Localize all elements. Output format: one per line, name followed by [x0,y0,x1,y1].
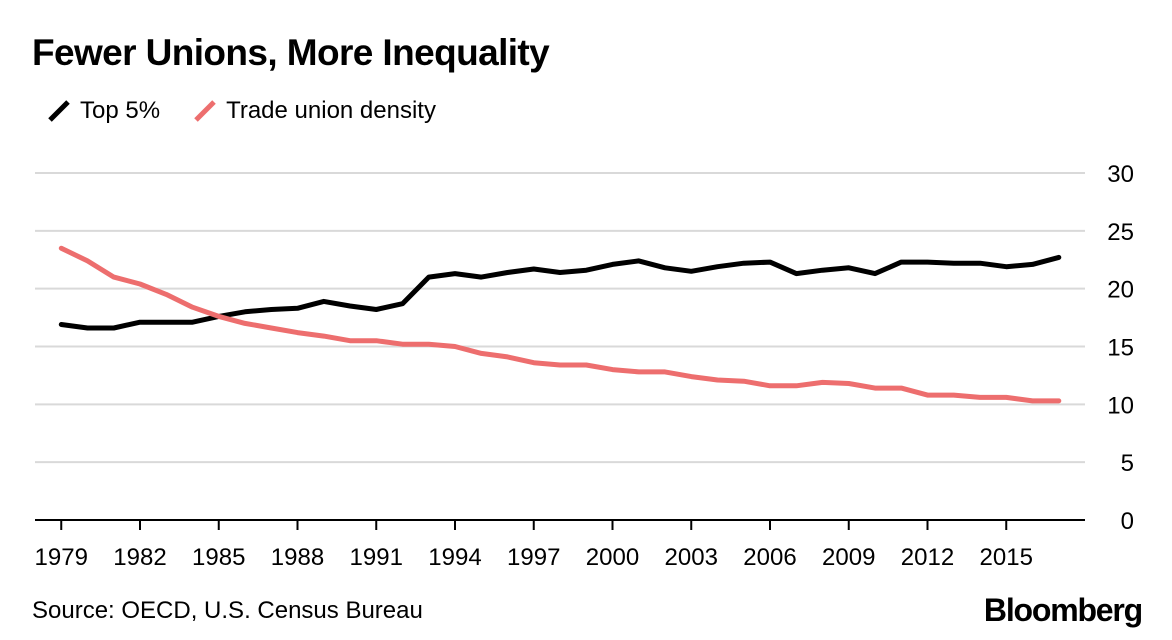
x-tick-label-1979: 1979 [35,544,88,571]
x-tick-label-2000: 2000 [586,544,639,571]
x-tick-label-2009: 2009 [822,544,875,571]
y-tick-label-10: 10 [1107,392,1134,419]
series-line-union-density [58,245,1062,404]
gridlines [35,172,1085,464]
legend-swatch-top5 [48,100,70,122]
x-tick-label-2006: 2006 [743,544,796,571]
chart-title: Fewer Unions, More Inequality [32,32,550,73]
series-lines [58,245,1062,404]
x-tick-label-1997: 1997 [507,544,560,571]
y-tick-label-0: 0 [1121,508,1134,535]
legend-item-union-density: Trade union density [194,97,436,125]
legend-label-union-density: Trade union density [226,97,436,124]
legend-swatch-union-density [194,100,216,122]
x-tick-label-1994: 1994 [428,544,481,571]
x-tick-label-1982: 1982 [113,544,166,571]
bloomberg-logo: Bloomberg [983,592,1143,628]
x-tick-label-1991: 1991 [350,544,403,571]
legend-label-top5: Top 5% [80,97,161,124]
y-tick-label-20: 20 [1107,277,1134,304]
x-tick-label-1988: 1988 [271,544,324,571]
y-tick-label-30: 30 [1107,161,1134,188]
y-tick-label-15: 15 [1107,335,1134,362]
y-tick-label-5: 5 [1121,450,1134,477]
legend: Top 5% Trade union density [48,97,470,125]
source-note: Source: OECD, U.S. Census Bureau [32,597,423,624]
axes [35,519,1085,530]
legend-item-top5: Top 5% [48,97,160,125]
x-tick-label-1985: 1985 [192,544,245,571]
y-tick-label-25: 25 [1107,219,1134,246]
x-tick-label-2015: 2015 [980,544,1033,571]
tick-labels: 0 5 10 15 20 25 30 1979 1982 1985 1988 1991 1994 1997… [35,161,1134,571]
series-line-top5 [58,254,1062,331]
x-tick-label-2012: 2012 [901,544,954,571]
x-tick-label-2003: 2003 [665,544,718,571]
